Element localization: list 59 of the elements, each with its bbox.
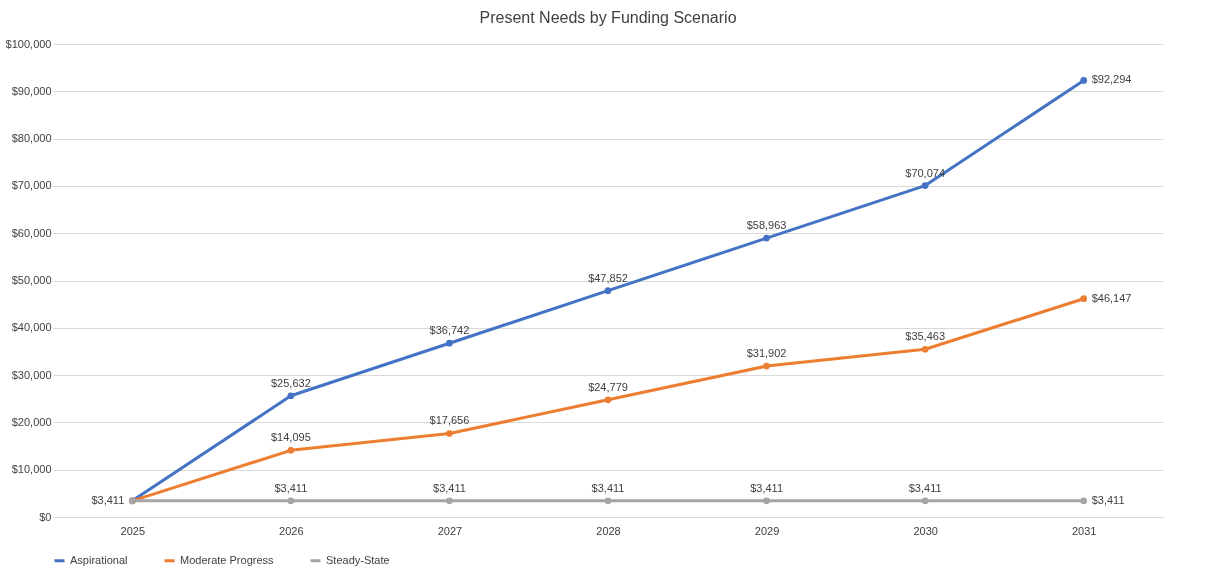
legend-label: Aspirational: [70, 553, 128, 566]
data-label: $36,742: [429, 324, 470, 337]
data-label: $31,902: [746, 347, 787, 360]
y-tick-label: $30,000: [11, 368, 52, 381]
x-tick-label: 2029: [754, 524, 780, 537]
point: [1080, 77, 1088, 84]
point: [921, 345, 929, 353]
point: [287, 497, 295, 505]
point: [921, 182, 929, 189]
point: [446, 497, 453, 505]
y-tick-label: $50,000: [11, 274, 52, 286]
data-label: $70,074: [905, 166, 946, 179]
data-label: $3,411: [274, 481, 308, 494]
y-tick-label: $10,000: [11, 463, 52, 476]
y-tick-label: $70,000: [11, 179, 52, 192]
point: [446, 339, 453, 347]
x-tick-label: 2028: [596, 524, 621, 537]
data-label: $46,147: [1091, 291, 1132, 304]
data-label: $3,411: [908, 481, 942, 494]
point: [1080, 497, 1088, 505]
data-label: $3,411: [750, 481, 783, 494]
data-label: $47,852: [588, 271, 628, 284]
point: [1080, 295, 1088, 303]
data-label: $3,411: [433, 481, 466, 494]
point: [921, 497, 929, 505]
y-tick-label: $90,000: [11, 84, 52, 97]
legend-label: Moderate Progress: [180, 553, 275, 566]
y-tick-label: $60,000: [11, 226, 52, 239]
chart-title: Present Needs by Funding Scenario: [479, 9, 737, 26]
data-label: $3,411: [591, 481, 625, 494]
point: [287, 446, 295, 454]
data-label: $35,463: [905, 330, 946, 343]
data-label: $92,294: [1091, 73, 1132, 86]
x-tick-label: 2027: [437, 524, 463, 537]
y-tick-label: $40,000: [11, 321, 52, 334]
x-tick-label: 2025: [120, 524, 146, 537]
data-label: $25,632: [270, 376, 311, 389]
point: [446, 430, 453, 437]
point: [763, 234, 770, 242]
point: [604, 287, 612, 295]
y-tick-label: $100,000: [5, 37, 52, 50]
data-label: $58,963: [746, 219, 787, 232]
point: [763, 362, 770, 370]
x-tick-label: 2026: [279, 524, 304, 537]
data-label: $3,411: [1091, 493, 1125, 506]
point: [604, 396, 612, 404]
data-label: $17,656: [429, 414, 470, 427]
data-label: $14,095: [270, 431, 311, 444]
y-tick-label: $0: [39, 510, 52, 523]
point: [604, 497, 612, 505]
data-label: $24,779: [588, 380, 628, 393]
x-tick-label: 2031: [1071, 524, 1097, 537]
x-tick-label: 2030: [913, 524, 938, 537]
y-tick-label: $80,000: [11, 132, 52, 145]
legend-label: Steady-State: [326, 553, 390, 566]
point: [763, 497, 770, 505]
point: [287, 392, 295, 400]
y-tick-label: $20,000: [11, 415, 52, 428]
data-label: $3,411: [91, 493, 125, 506]
